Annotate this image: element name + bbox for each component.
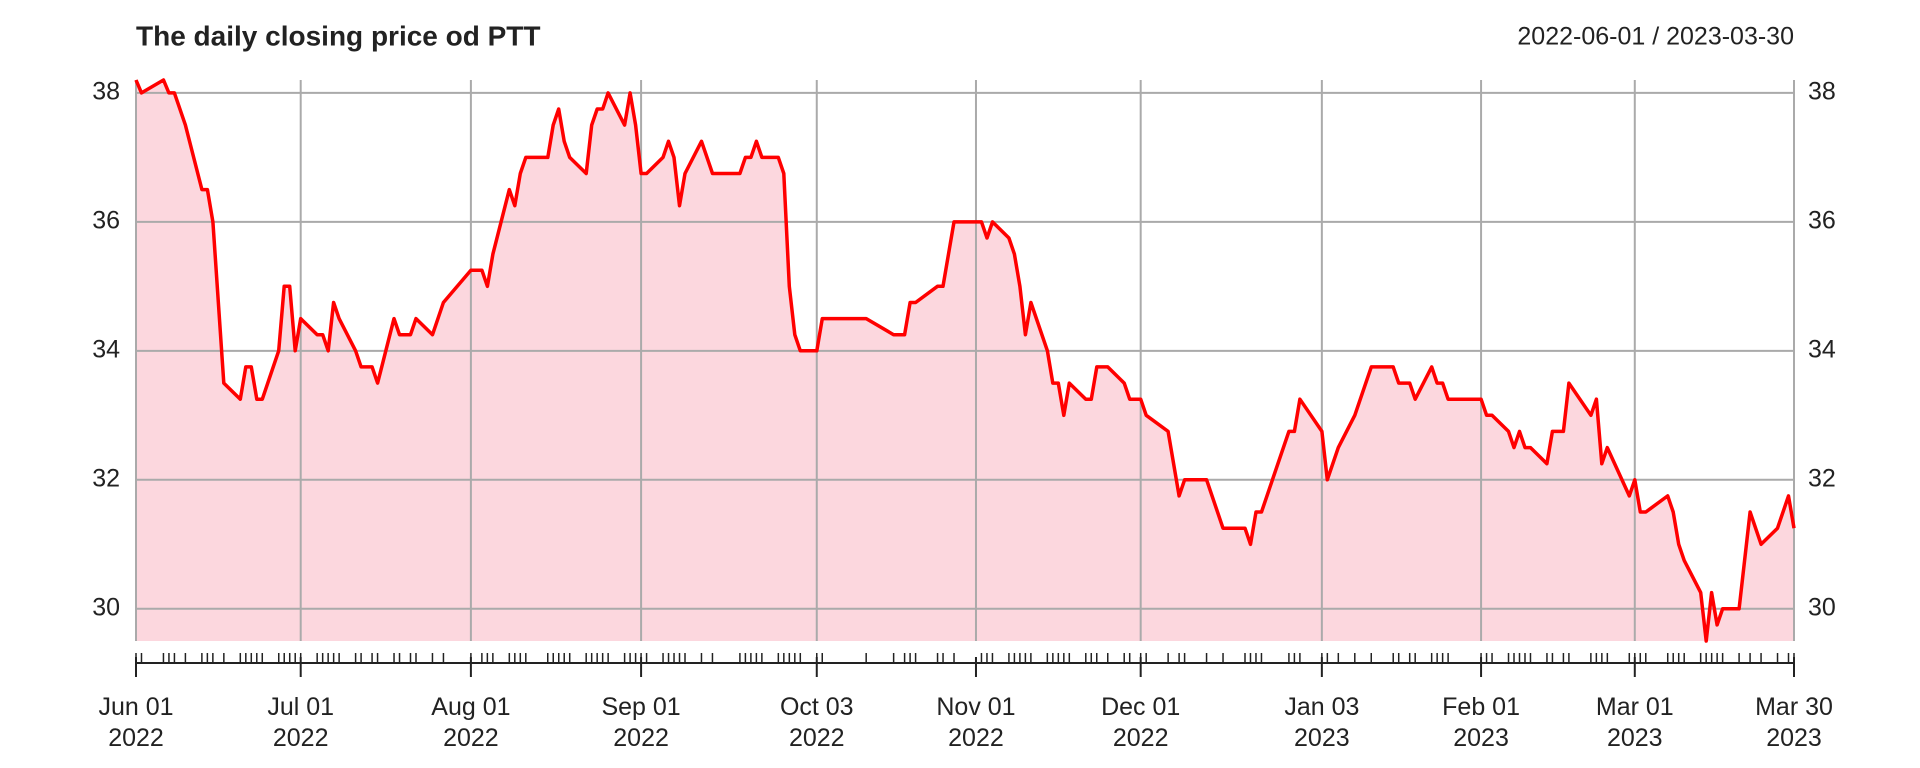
x-tick-label-line: Nov 01	[936, 693, 1015, 721]
x-tick-label: Jun 01 2022	[98, 693, 173, 752]
y-tick-label: 30	[92, 593, 120, 621]
x-tick-label-line: 2022	[443, 724, 499, 752]
x-tick-label-line: 2022	[1113, 724, 1169, 752]
x-tick-label-line: Jun 01	[98, 693, 173, 721]
y2-tick-label: 36	[1808, 206, 1836, 234]
y2-tick-label: 34	[1808, 335, 1836, 363]
x-tick-label: Jul 01 2022	[267, 693, 334, 752]
x-tick-label-line: 2022	[273, 724, 329, 752]
y-tick-label: 32	[92, 464, 120, 492]
x-tick-label-line: Mar 30	[1755, 693, 1833, 721]
x-tick-label-line: Aug 01	[431, 693, 510, 721]
y-tick-label: 38	[92, 78, 120, 106]
y-tick-label: 34	[92, 335, 120, 363]
price-line	[134, 78, 1796, 643]
x-tick-label-line: 2022	[108, 724, 164, 752]
x-tick-label: Mar 30 2023	[1755, 693, 1833, 752]
y2-tick-label: 30	[1808, 593, 1836, 621]
y-tick-label: 36	[92, 206, 120, 234]
x-tick-label: Mar 01 2023	[1596, 693, 1674, 752]
x-tick-label-line: 2023	[1607, 724, 1663, 752]
x-tick-label-line: Oct 03	[780, 693, 854, 721]
x-tick-label: Aug 01 2022	[431, 693, 510, 752]
x-tick-label-line: Sep 01	[601, 693, 680, 721]
y2-tick-label: 38	[1808, 78, 1836, 106]
x-tick-label-line: Dec 01	[1101, 693, 1180, 721]
x-tick-label-line: Jan 03	[1284, 693, 1359, 721]
x-tick-label: Dec 01 2022	[1101, 693, 1180, 752]
x-tick-label-line: 2022	[789, 724, 845, 752]
x-tick-label-line: 2023	[1766, 724, 1822, 752]
x-tick-label-line: Feb 01	[1442, 693, 1520, 721]
date-range: 2022-06-01 / 2023-03-30	[1517, 23, 1794, 51]
y2-tick-label: 32	[1808, 464, 1836, 492]
x-tick-label: Nov 01 2022	[936, 693, 1015, 752]
x-tick-label-line: 2022	[613, 724, 669, 752]
x-tick-label-line: 2023	[1453, 724, 1509, 752]
x-tick-label: Sep 01 2022	[601, 693, 680, 752]
x-tick-label-line: 2022	[948, 724, 1004, 752]
x-tick-label-line: Mar 01	[1596, 693, 1674, 721]
x-tick-label: Jan 03 2023	[1284, 693, 1359, 752]
chart-title: The daily closing price od PTT	[136, 20, 541, 51]
x-tick-label: Feb 01 2023	[1442, 693, 1520, 752]
area	[136, 80, 1794, 641]
x-tick-label: Oct 03 2022	[780, 693, 854, 752]
x-tick-label-line: Jul 01	[267, 693, 334, 721]
x-tick-label-line: 2023	[1294, 724, 1350, 752]
